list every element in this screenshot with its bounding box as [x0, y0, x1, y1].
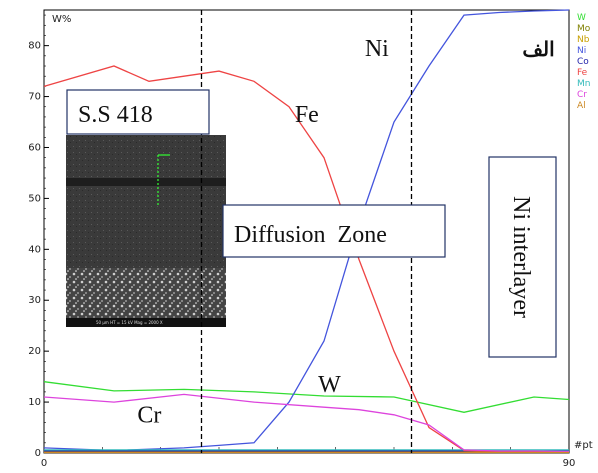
x-tick-label: 90 — [563, 458, 576, 469]
y-tick-label: 30 — [28, 295, 41, 306]
legend-entry-w: W — [577, 13, 586, 23]
label-box-diffusion-zone: Diffusion Zone — [222, 204, 446, 258]
box-label-diffusion-zone: Diffusion Zone — [234, 222, 387, 248]
y-tick-label: 0 — [35, 448, 41, 459]
annotation-panel-letter: الف — [522, 39, 554, 61]
sem-micrograph-inset: 50 µm HT = 15 kV Mag = 2000 X — [66, 135, 226, 327]
series-lines — [43, 9, 570, 454]
box-label-ss418: S.S 418 — [78, 102, 153, 128]
legend-entry-mo: Mo — [577, 24, 591, 34]
label-box-ss418: S.S 418 — [66, 89, 210, 135]
series-line-ni — [43, 9, 570, 452]
zone-boundaries — [200, 10, 413, 453]
y-tick-label: 40 — [28, 244, 41, 255]
series-annotations: Ni Fe W Cr الف — [137, 36, 554, 429]
legend-entry-cr: Cr — [577, 90, 587, 100]
label-box-ni-interlayer: Ni interlayer — [488, 156, 557, 358]
y-unit-label: W% — [52, 14, 71, 25]
sem-scale-caption: 50 µm HT = 15 kV Mag = 2000 X — [96, 320, 163, 325]
series-line-w — [43, 381, 570, 413]
y-tick-label: 10 — [28, 397, 41, 408]
legend-entry-fe: Fe — [577, 68, 588, 78]
annotation-fe: Fe — [295, 102, 319, 128]
y-tick-label: 80 — [28, 41, 41, 52]
legend-entry-ni: Ni — [577, 46, 586, 56]
legend-entry-mn: Mn — [577, 79, 590, 89]
x-tick-label: 0 — [41, 458, 47, 469]
box-label-ni-interlayer: Ni interlayer — [508, 196, 534, 318]
series-line-cr — [43, 393, 570, 453]
legend-entry-co: Co — [577, 57, 589, 67]
annotation-w: W — [318, 372, 341, 398]
annotation-cr: Cr — [137, 402, 161, 428]
y-tick-label: 50 — [28, 193, 41, 204]
legend-entry-al: Al — [577, 101, 586, 111]
x-unit-label: #pt — [574, 440, 593, 451]
y-tick-label: 60 — [28, 142, 41, 153]
legend-entry-nb: Nb — [577, 35, 590, 45]
y-tick-label: 20 — [28, 346, 41, 357]
y-tick-label: 70 — [28, 92, 41, 103]
annotation-ni: Ni — [365, 36, 389, 62]
y-axis-ticks: 0 10 20 30 40 50 60 70 80 — [28, 14, 49, 459]
